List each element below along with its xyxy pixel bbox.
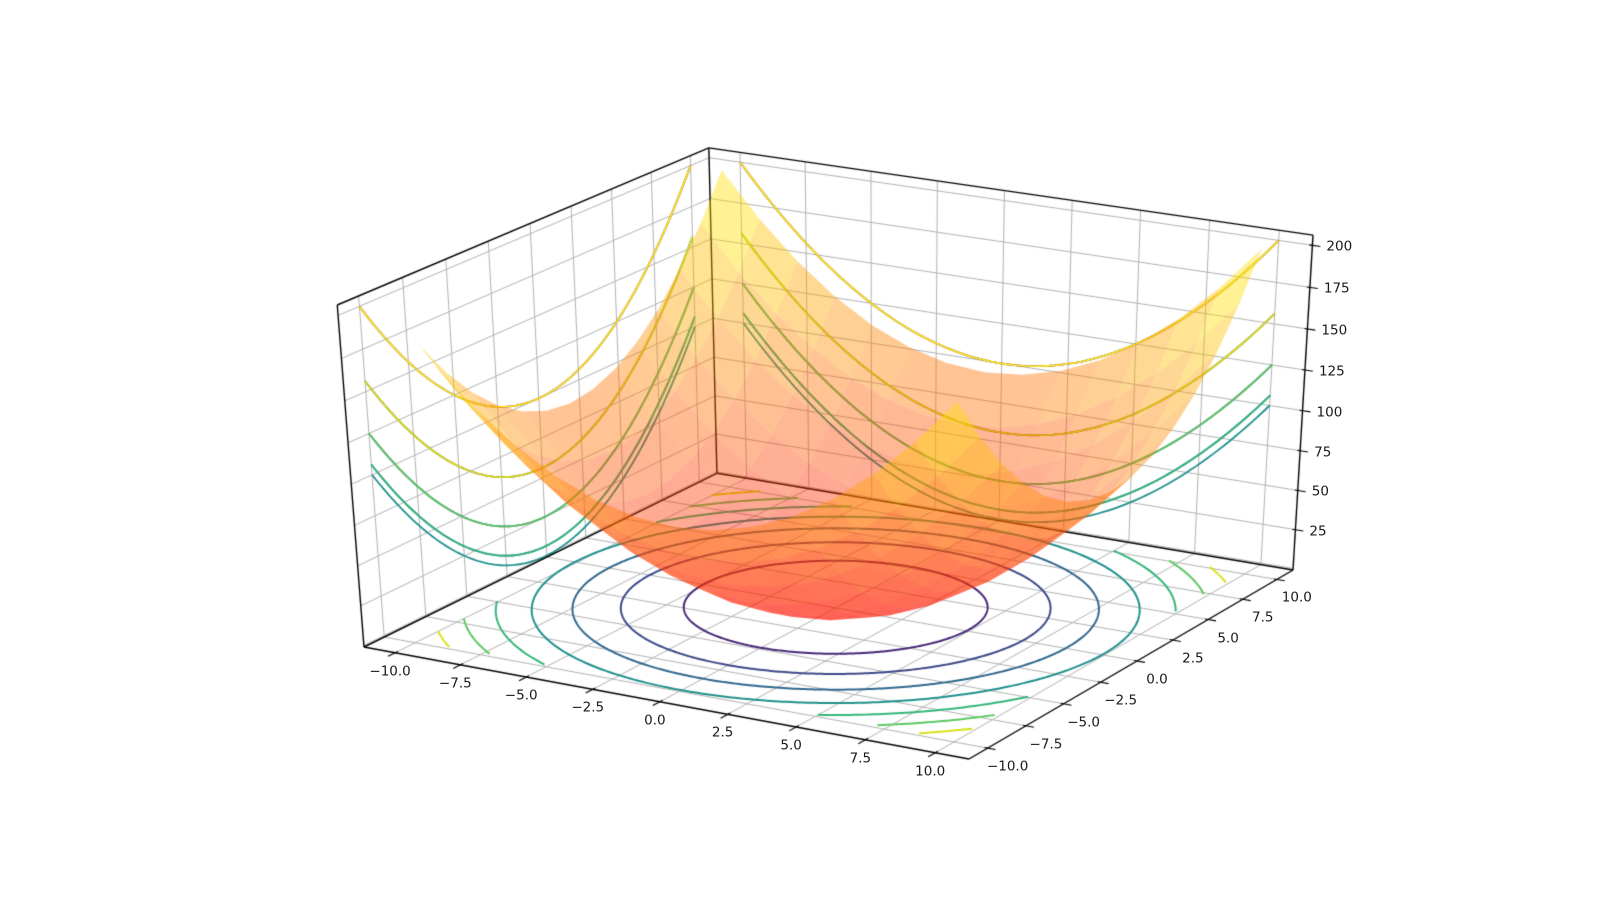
matplotlib-3d-figure: −10.0 −7.5 −5.0 −2.5 0.0 2.5 5.0 7.5 10.0 −10.0 −7… [0, 0, 1600, 900]
surface-plot-canvas [0, 0, 1600, 900]
